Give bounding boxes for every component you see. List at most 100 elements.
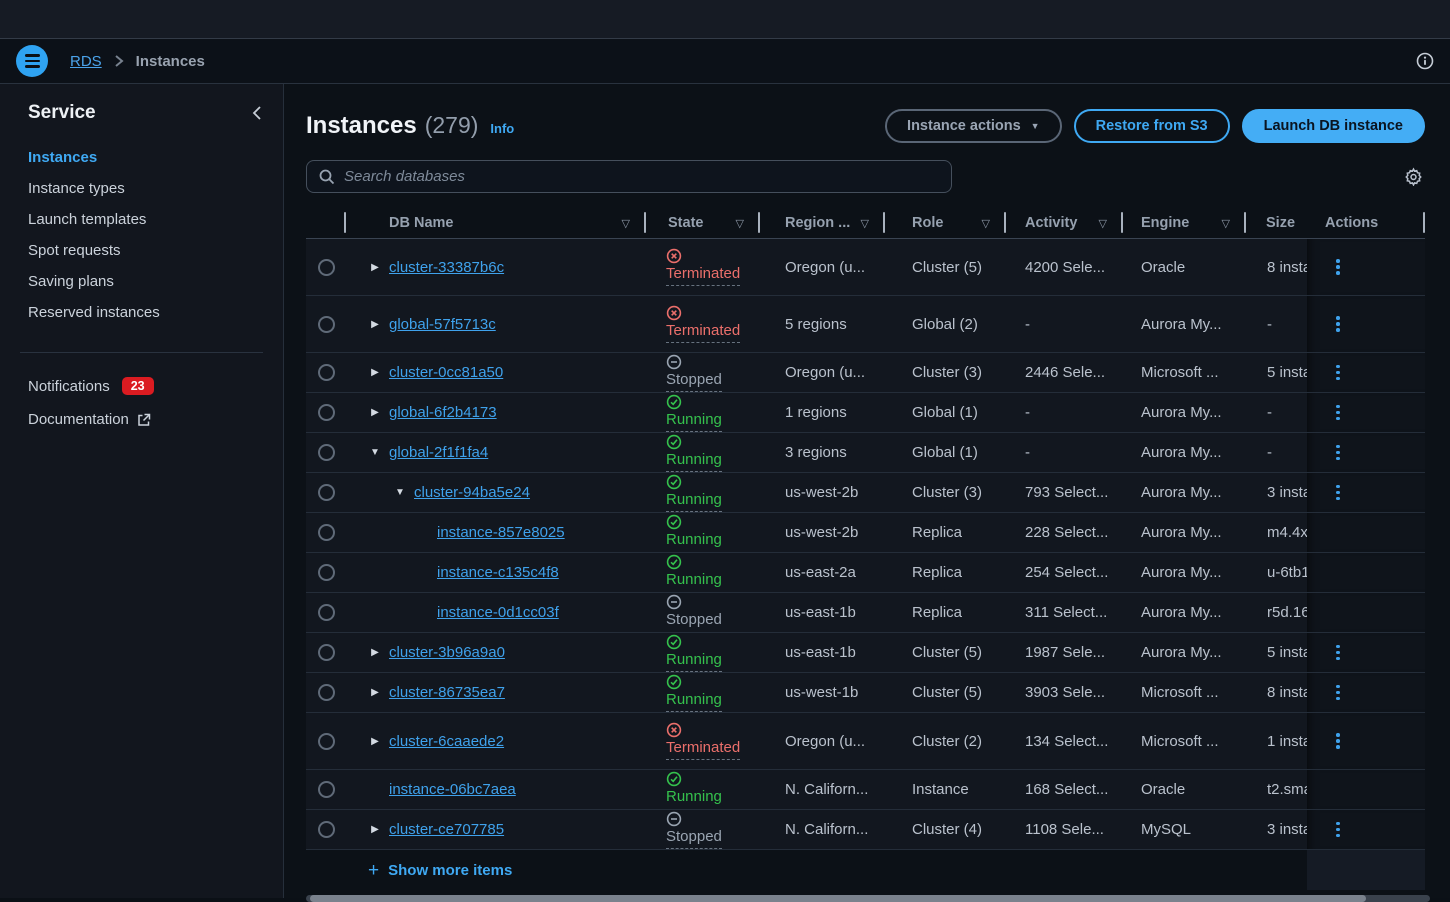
row-radio-button[interactable] xyxy=(318,364,335,381)
show-more-label: Show more items xyxy=(388,861,513,879)
row-radio-button[interactable] xyxy=(318,484,335,501)
db-name-link[interactable]: instance-0d1cc03f xyxy=(437,604,559,621)
cell-size: - xyxy=(1267,315,1272,333)
breadcrumb-rds-link[interactable]: RDS xyxy=(70,52,102,70)
cell-activity: 4200 Sele... xyxy=(1025,258,1106,276)
sort-icon[interactable]: ▽ xyxy=(1098,217,1107,230)
hamburger-menu-button[interactable] xyxy=(16,45,48,77)
expand-row-icon[interactable]: ▶ xyxy=(371,647,379,658)
state-badge-terminated[interactable]: Terminated xyxy=(666,305,741,343)
expand-row-icon[interactable]: ▶ xyxy=(371,735,379,747)
sort-icon[interactable]: ▽ xyxy=(1221,217,1230,230)
show-more-items-button[interactable]: + Show more items xyxy=(306,861,512,880)
column-header-activity[interactable]: Activity ▽ xyxy=(1004,208,1121,238)
sidebar-item-instance-types[interactable]: Instance types xyxy=(28,180,125,197)
row-radio-button[interactable] xyxy=(318,444,335,461)
row-actions-menu-icon[interactable] xyxy=(1332,312,1344,336)
row-radio-button[interactable] xyxy=(318,258,335,276)
row-radio-button[interactable] xyxy=(318,315,335,333)
row-radio-button[interactable] xyxy=(318,732,335,750)
expand-row-icon[interactable]: ▶ xyxy=(371,687,379,698)
db-name-link[interactable]: cluster-94ba5e24 xyxy=(414,484,530,501)
collapse-row-icon[interactable]: ▼ xyxy=(395,487,405,498)
column-label-engine: Engine xyxy=(1141,215,1190,231)
row-actions-menu-icon[interactable] xyxy=(1332,255,1344,279)
sidebar-item-launch-templates[interactable]: Launch templates xyxy=(28,211,147,228)
restore-from-s3-button[interactable]: Restore from S3 xyxy=(1073,109,1230,143)
db-name-link[interactable]: global-57f5713c xyxy=(389,315,496,333)
row-radio-button[interactable] xyxy=(318,524,335,541)
column-header-state[interactable]: State ▽ xyxy=(644,208,758,238)
row-actions-menu-icon[interactable] xyxy=(1332,401,1344,425)
state-badge-terminated[interactable]: Terminated xyxy=(666,722,741,760)
db-name-link[interactable]: cluster-33387b6c xyxy=(389,258,505,276)
row-radio-button[interactable] xyxy=(318,781,335,798)
state-badge-running[interactable]: Running xyxy=(666,674,722,712)
row-radio-button[interactable] xyxy=(318,821,335,838)
sidebar-item-saving-plans[interactable]: Saving plans xyxy=(28,273,114,290)
instance-count: (279) xyxy=(424,112,479,138)
sort-icon[interactable]: ▽ xyxy=(621,217,630,230)
table-settings-gear-icon[interactable] xyxy=(1404,167,1423,186)
row-actions-menu-icon[interactable] xyxy=(1332,641,1344,665)
row-radio-button[interactable] xyxy=(318,684,335,701)
sidebar-item-documentation[interactable]: Documentation xyxy=(0,403,283,436)
row-actions-menu-icon[interactable] xyxy=(1332,441,1344,465)
row-actions-menu-icon[interactable] xyxy=(1332,818,1344,842)
column-header-role[interactable]: Role ▽ xyxy=(883,208,1004,238)
sidebar-item-instances[interactable]: Instances xyxy=(28,149,98,166)
sidebar-nav: Instances Instance types Launch templates S… xyxy=(0,142,283,328)
collapse-row-icon[interactable]: ▼ xyxy=(370,447,380,458)
db-name-link[interactable]: global-6f2b4173 xyxy=(389,404,497,421)
db-name-link[interactable]: cluster-86735ea7 xyxy=(389,684,505,701)
sidebar-item-spot-requests[interactable]: Spot requests xyxy=(28,242,121,259)
column-header-engine[interactable]: Engine ▽ xyxy=(1121,208,1244,238)
db-name-link[interactable]: cluster-6caaede2 xyxy=(389,732,505,750)
db-name-link[interactable]: instance-c135c4f8 xyxy=(437,564,559,581)
state-badge-running[interactable]: Running xyxy=(666,394,722,432)
state-badge-terminated[interactable]: Terminated xyxy=(666,248,741,286)
db-name-link[interactable]: instance-06bc7aea xyxy=(389,781,516,798)
db-name-link[interactable]: instance-857e8025 xyxy=(437,524,565,541)
sidebar-item-reserved-instances[interactable]: Reserved instances xyxy=(28,304,160,321)
cell-size: r5d.16 xyxy=(1267,604,1307,621)
info-circle-icon[interactable] xyxy=(1416,52,1434,70)
state-badge-running[interactable]: Running xyxy=(666,474,722,512)
column-header-region[interactable]: Region ... ▽ xyxy=(758,208,883,238)
row-actions-menu-icon[interactable] xyxy=(1332,729,1344,753)
sort-icon[interactable]: ▽ xyxy=(860,217,869,230)
row-radio-button[interactable] xyxy=(318,644,335,661)
search-input[interactable] xyxy=(344,168,939,185)
horizontal-scrollbar-thumb[interactable] xyxy=(310,895,1366,902)
column-header-name[interactable]: DB Name ▽ xyxy=(344,208,644,238)
expand-row-icon[interactable]: ▶ xyxy=(371,318,379,330)
row-actions-menu-icon[interactable] xyxy=(1332,681,1344,705)
db-name-link[interactable]: cluster-0cc81a50 xyxy=(389,364,504,381)
launch-db-instance-button[interactable]: Launch DB instance xyxy=(1241,109,1425,143)
expand-row-icon[interactable]: ▶ xyxy=(371,407,379,418)
info-link[interactable]: Info xyxy=(490,121,515,136)
state-badge-stopped[interactable]: Stopped xyxy=(666,811,722,849)
expand-row-icon[interactable]: ▶ xyxy=(371,367,379,378)
row-radio-button[interactable] xyxy=(318,604,335,621)
db-name-link[interactable]: cluster-ce707785 xyxy=(389,821,505,838)
state-badge-stopped[interactable]: Stopped xyxy=(666,354,722,392)
expand-row-icon[interactable]: ▶ xyxy=(371,824,379,835)
horizontal-scrollbar-track[interactable] xyxy=(306,895,1430,902)
instance-actions-button[interactable]: Instance actions ▼ xyxy=(885,109,1062,143)
sidebar-collapse-button[interactable] xyxy=(251,105,263,121)
state-badge-running[interactable]: Running xyxy=(666,634,722,672)
db-name-link[interactable]: global-2f1f1fa4 xyxy=(389,444,489,461)
search-databases-box[interactable] xyxy=(306,160,952,193)
row-radio-button[interactable] xyxy=(318,564,335,581)
db-name-link[interactable]: cluster-3b96a9a0 xyxy=(389,644,505,661)
expand-row-icon[interactable]: ▶ xyxy=(371,261,379,273)
state-badge-running[interactable]: Running xyxy=(666,434,722,472)
row-actions-menu-icon[interactable] xyxy=(1332,361,1344,385)
row-actions-menu-icon[interactable] xyxy=(1332,481,1344,505)
sidebar-item-notifications[interactable]: Notifications 23 xyxy=(0,369,283,403)
sort-icon[interactable]: ▽ xyxy=(735,217,744,230)
row-radio-button[interactable] xyxy=(318,404,335,421)
cell-size: 8 insta xyxy=(1267,684,1307,701)
sort-icon[interactable]: ▽ xyxy=(981,217,990,230)
